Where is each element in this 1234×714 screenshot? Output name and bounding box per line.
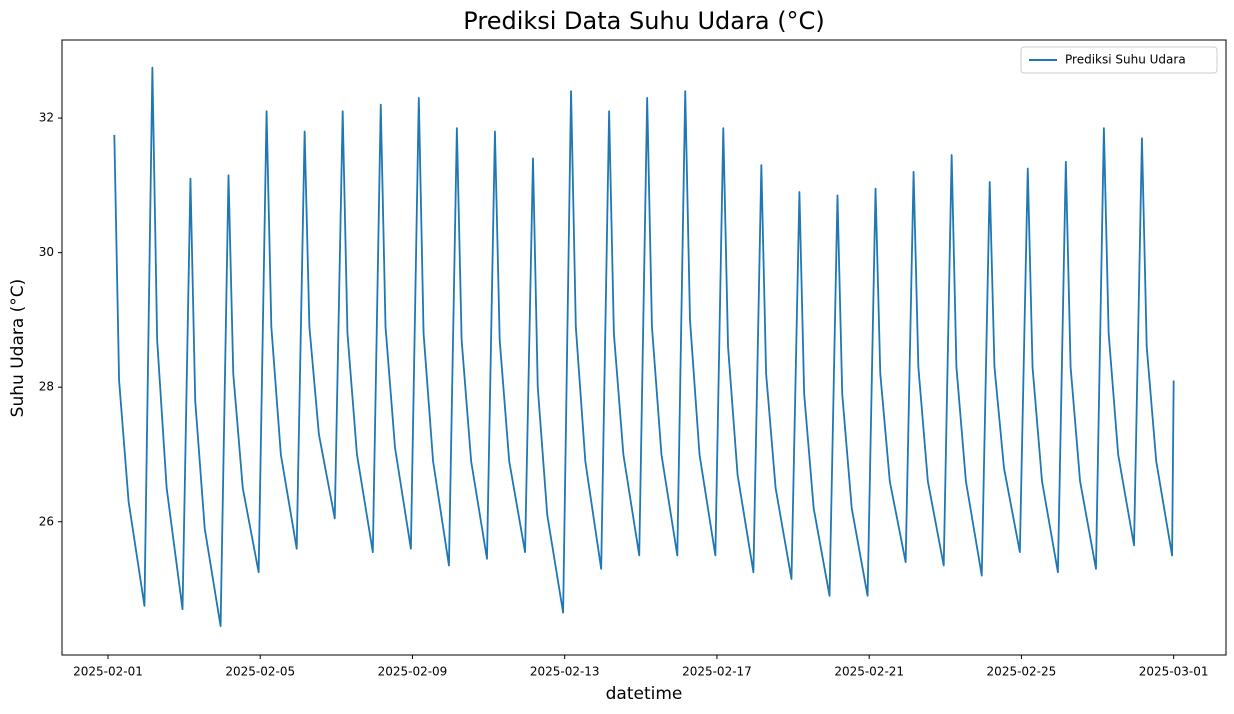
y-tick-label: 32 — [39, 111, 54, 125]
y-axis-label: Suhu Udara (°C) — [8, 279, 28, 418]
plot-frame — [61, 39, 1227, 656]
legend: Prediksi Suhu Udara — [1020, 46, 1218, 74]
x-tick-label: 2025-02-21 — [834, 665, 904, 679]
x-tick-label: 2025-02-01 — [73, 665, 143, 679]
chart-title: Prediksi Data Suhu Udara (°C) — [463, 7, 824, 35]
y-tick-label: 26 — [39, 514, 54, 528]
legend-label: Prediksi Suhu Udara — [1065, 53, 1186, 67]
data-line — [113, 66, 1175, 627]
y-tick-label: 30 — [39, 245, 54, 259]
x-tick-label: 2025-03-01 — [1139, 665, 1209, 679]
x-tick-label: 2025-02-09 — [378, 665, 448, 679]
x-axis-label: datetime — [606, 684, 683, 704]
y-tick-label: 28 — [39, 380, 54, 394]
x-tick-label: 2025-02-25 — [987, 665, 1057, 679]
x-tick-label: 2025-02-17 — [682, 665, 752, 679]
x-tick-label: 2025-02-13 — [530, 665, 600, 679]
legend-box — [1020, 46, 1218, 74]
x-tick-label: 2025-02-05 — [225, 665, 295, 679]
